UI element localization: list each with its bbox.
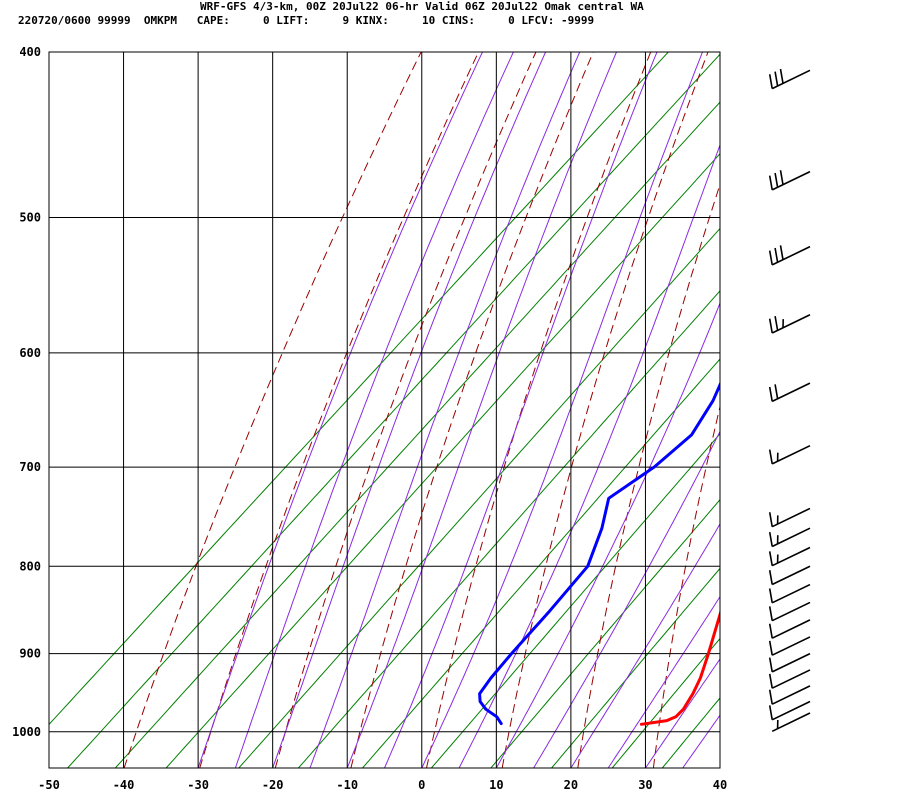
y-tick-label: 800 xyxy=(19,559,41,573)
moist-adiabat xyxy=(346,52,618,768)
profiles xyxy=(478,381,720,726)
y-tick-label: 400 xyxy=(19,45,41,59)
mixing-ratio-line xyxy=(165,152,720,768)
x-tick-label: -30 xyxy=(187,778,209,792)
dewpoint-profile-line xyxy=(478,381,720,726)
dry-adiabat xyxy=(880,52,900,768)
x-tick-label: 20 xyxy=(564,778,578,792)
dry-adiabat xyxy=(123,52,422,768)
moist-adiabat xyxy=(197,52,484,768)
plot-background xyxy=(49,52,720,768)
plot-frame xyxy=(48,51,721,769)
x-tick-label: 10 xyxy=(489,778,503,792)
x-tick-label: 30 xyxy=(638,778,652,792)
x-tick-label: 0 xyxy=(418,778,425,792)
moist-adiabats xyxy=(197,52,720,768)
mixing-ratio-line xyxy=(298,290,720,768)
mixing-ratio-line xyxy=(551,567,720,768)
x-tick-label: -50 xyxy=(38,778,60,792)
moist-adiabat xyxy=(421,52,704,768)
y-tick-label: 600 xyxy=(19,346,41,360)
y-tick-label: 500 xyxy=(19,211,41,225)
moist-adiabat xyxy=(607,595,720,768)
moist-adiabat xyxy=(234,52,514,768)
mixing-ratio-line xyxy=(490,498,720,768)
dry-adiabat xyxy=(577,182,720,768)
wind-barb xyxy=(768,170,811,191)
moist-adiabat xyxy=(570,522,720,768)
sounding-indices-line: 220720/0600 99999 OMKPM CAPE: 0 LIFT: 9 … xyxy=(18,14,595,27)
mixing-ratio-line xyxy=(431,433,720,768)
moist-adiabat xyxy=(644,658,720,768)
tick-labels: -50 -40 -30 -20 -10 0 10 20 30 40 400 500 600 700 800 9… xyxy=(12,45,727,792)
mixing-ratio-lines xyxy=(49,52,720,768)
wind-barb xyxy=(768,245,811,266)
moist-adiabat xyxy=(458,143,720,768)
mixing-ratio-line xyxy=(49,52,669,726)
dry-adiabat xyxy=(729,52,880,768)
wind-barb xyxy=(768,669,811,689)
x-tick-label: 40 xyxy=(713,778,727,792)
x-tick-label: -20 xyxy=(262,778,284,792)
moist-adiabat xyxy=(719,767,720,768)
dry-adiabat xyxy=(501,52,709,768)
dry-adiabat xyxy=(350,52,594,768)
mixing-ratio-line xyxy=(238,227,720,768)
x-tick-label: -40 xyxy=(113,778,135,792)
temperature-profile-line xyxy=(639,608,720,726)
wind-barb xyxy=(768,444,811,465)
moist-adiabat xyxy=(533,430,720,768)
moist-adiabat xyxy=(495,301,720,768)
dry-adiabat xyxy=(199,52,479,768)
wind-barb xyxy=(768,527,811,548)
wind-barb xyxy=(768,619,811,639)
moist-adiabat xyxy=(384,52,658,768)
wind-barb xyxy=(771,712,811,733)
wind-barb xyxy=(768,382,811,403)
mixing-ratio-line xyxy=(611,637,720,768)
dry-adiabat xyxy=(274,52,537,768)
y-tick-label: 700 xyxy=(19,460,41,474)
x-tick-label: -10 xyxy=(336,778,358,792)
y-tick-label: 1000 xyxy=(12,725,41,739)
wind-barb xyxy=(768,565,811,586)
moist-adiabat xyxy=(309,52,581,768)
wind-barb xyxy=(768,636,811,656)
y-tick-label: 900 xyxy=(19,647,41,661)
wind-barb xyxy=(768,507,811,528)
wind-barb xyxy=(768,68,811,90)
mixing-ratio-line xyxy=(67,53,720,768)
wind-barb xyxy=(768,700,811,721)
wind-barb xyxy=(768,546,811,567)
wind-barb xyxy=(768,685,811,705)
mixing-ratio-line xyxy=(114,101,720,768)
moist-adiabat xyxy=(272,52,547,768)
wind-barb xyxy=(768,583,811,604)
wind-barb xyxy=(768,652,811,673)
wind-barbs xyxy=(768,68,811,733)
dry-adiabat xyxy=(805,52,900,768)
mixing-ratio-line xyxy=(362,358,720,768)
chart-title: WRF-GFS 4/3-km, 00Z 20Jul22 06-hr Valid … xyxy=(200,0,644,13)
wind-barb xyxy=(768,314,811,334)
wind-barb xyxy=(768,601,811,622)
